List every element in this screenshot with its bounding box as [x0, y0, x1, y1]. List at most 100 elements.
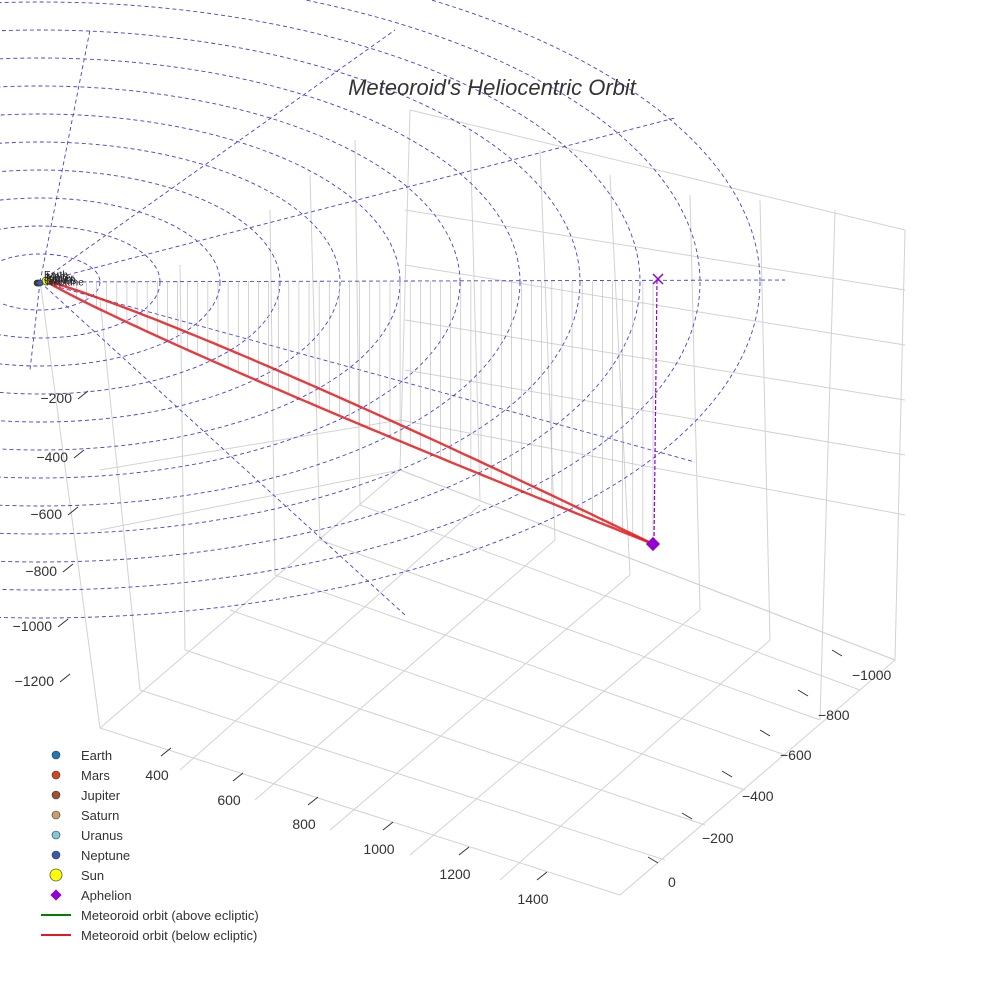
x-tick-mark: [536, 871, 548, 881]
ecliptic-ring: [0, 85, 461, 479]
grid-line-wall-v: [469, 129, 481, 501]
ecliptic-spoke: [39, 117, 676, 283]
grid-line-left-v: [99, 299, 141, 691]
legend-item[interactable]: Aphelion: [50, 888, 132, 903]
orbit-drop-lines: [55, 279, 658, 545]
ecliptic-ring: [0, 141, 341, 423]
z-tick-mark: [73, 449, 85, 459]
grid-line-floor-y: [409, 609, 701, 856]
x-tick-mark: [307, 796, 319, 806]
grid-line-wall-v: [759, 199, 771, 641]
grid-line-floor-x: [274, 574, 786, 756]
planet-label: Mars: [46, 272, 68, 283]
legend-item[interactable]: Sun: [49, 868, 104, 883]
z-tick-label: −400: [36, 449, 68, 465]
x-tick-mark: [382, 821, 394, 831]
grid-line-wall-v: [269, 209, 276, 576]
grid-line-wall-v: [179, 264, 186, 651]
y-tick-label: −200: [702, 830, 734, 846]
x-tick-mark: [458, 846, 470, 856]
grid-line-floor-y: [499, 639, 771, 881]
aphelion-drop-line: [653, 279, 658, 545]
orbit-line-segment: [45, 279, 654, 546]
grid-line-left-v: [39, 279, 101, 729]
aphelion-projection-marker: [652, 273, 664, 285]
legend-label: Earth: [81, 748, 112, 763]
grid-line-floor-x: [139, 689, 666, 861]
ecliptic-spoke: [39, 281, 696, 463]
grid-line-wall-v: [539, 149, 556, 541]
ecliptic-spoke: [29, 281, 41, 371]
planet-label: Uranus: [44, 276, 76, 287]
grid-line-wall-h: [409, 109, 906, 231]
grid-line-wall-v: [894, 229, 906, 661]
grid-line-wall-v: [609, 174, 631, 576]
x-tick-label: 800: [292, 816, 316, 832]
legend-label: Uranus: [81, 828, 123, 843]
y-tick-label: −400: [742, 788, 774, 804]
grid-line-wall-v: [819, 209, 836, 721]
aphelion-projection-stroke: [652, 273, 664, 285]
x-tick-mark: [232, 772, 244, 782]
legend-marker-circle: [51, 850, 61, 860]
legend-item[interactable]: Mars: [51, 768, 110, 783]
legend-item[interactable]: Meteoroid orbit (below ecliptic): [41, 928, 257, 943]
z-tick-label: −200: [40, 390, 72, 406]
grid-line-floor-y: [179, 504, 481, 771]
ecliptic-spoke: [39, 279, 786, 283]
grid-line-wall-v: [309, 174, 321, 541]
ecliptic-spokes: [29, 29, 786, 616]
legend-label: Meteoroid orbit (above ecliptic): [81, 908, 259, 923]
y-tick-label: −1000: [852, 667, 892, 683]
legend-item[interactable]: Neptune: [51, 848, 130, 863]
legend-marker-diamond: [50, 889, 62, 901]
legend-item[interactable]: Uranus: [51, 828, 123, 843]
grid-line-wall-h: [99, 469, 401, 531]
aphelion-marker: [645, 536, 661, 552]
z-tick-label: −800: [25, 563, 57, 579]
legend-label: Aphelion: [81, 888, 132, 903]
ecliptic-ring: [0, 29, 581, 535]
z-tick-mark: [77, 390, 89, 400]
legend-item[interactable]: Jupiter: [51, 788, 121, 803]
y-tick-mark: [797, 689, 809, 697]
legend-item[interactable]: Saturn: [51, 808, 119, 823]
x-tick-mark: [160, 747, 172, 757]
ecliptic-ring: [0, 197, 221, 367]
legend-marker-circle: [51, 790, 61, 800]
grid-line-floor-y: [254, 539, 556, 801]
z-tick-mark: [59, 673, 71, 683]
ecliptic-ring: [0, 0, 761, 619]
y-tick-mark: [831, 649, 843, 657]
y-tick-mark: [721, 770, 733, 778]
planet-label: Saturn: [46, 275, 75, 286]
chart-title: Meteoroid's Heliocentric Orbit: [348, 75, 637, 100]
x-tick-label: 1400: [517, 891, 548, 907]
ecliptic-spoke: [39, 29, 396, 283]
planet-marker: [36, 279, 44, 287]
x-tick-label: 1000: [363, 841, 394, 857]
grid-line-wall-v: [399, 109, 411, 471]
ecliptic-ring: [0, 57, 521, 507]
grid-line-floor-y: [99, 469, 401, 729]
ecliptic-ring: [0, 1, 641, 563]
axis-ticks: −200 −400 −600 −800 −1000 −1200 400 600 800 1000 1…: [13, 390, 892, 907]
planet-label: Jupiter: [44, 273, 75, 284]
grid-line-floor-x: [359, 504, 861, 691]
legend-label: Saturn: [81, 808, 119, 823]
grid-line-wall-v: [689, 194, 701, 611]
ecliptic-spoke: [39, 29, 91, 283]
grid-line-wall-h: [399, 469, 896, 661]
legend-item[interactable]: Earth: [51, 748, 112, 763]
z-tick-label: −1000: [13, 618, 53, 634]
meteoroid-orbit: [45, 279, 654, 546]
z-tick-label: −1200: [15, 673, 55, 689]
legend-item[interactable]: Meteoroid orbit (above ecliptic): [41, 908, 259, 923]
legend: Earth Mars Jupiter Saturn Uranus Neptune Sun Ap…: [41, 748, 259, 943]
grid-line-floor-x: [99, 727, 621, 896]
x-tick-label: 1200: [439, 866, 470, 882]
z-tick-mark: [57, 618, 69, 628]
legend-marker-circle: [51, 830, 61, 840]
ecliptic-rings: [0, 0, 761, 619]
